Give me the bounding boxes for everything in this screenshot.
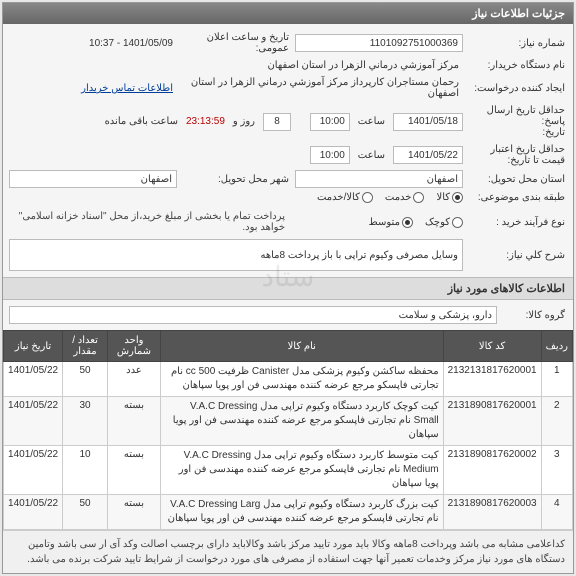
deadline-group: 1401/05/18 ساعت 10:00 [295, 113, 463, 131]
table-cell: عدد [107, 362, 160, 397]
table-header-row: ردیف کد کالا نام کالا واحد شمارش تعداد /… [4, 331, 573, 362]
table-cell: کیت متوسط کاربرد دستگاه وکیوم تراپی مدل … [160, 446, 443, 495]
table-row: 22131890817620001کیت کوچک کاربرد دستگاه … [4, 397, 573, 446]
radio-dot-icon [413, 192, 424, 203]
buyer-contact-link[interactable]: اطلاعات تماس خریدار [81, 83, 177, 94]
col-qty: تعداد / مقدار [63, 331, 108, 362]
table-cell: 1401/05/22 [4, 397, 63, 446]
col-name: نام کالا [160, 331, 443, 362]
table-row: 32131890817620002کیت متوسط کاربرد دستگاه… [4, 446, 573, 495]
buyer-value: مرکز آموزشي درماني الزهرا در استان اصفها… [9, 58, 463, 73]
radio-small[interactable]: کوچک [425, 217, 463, 228]
radio-goods-label: کالا [436, 192, 450, 203]
remaining-days-label: روز و [231, 114, 257, 129]
desc-label: شرح کلي نیاز: [467, 248, 567, 263]
remaining-days: 8 [263, 113, 291, 131]
valid-date: 1401/05/22 [393, 146, 463, 164]
radio-dot-icon [402, 217, 413, 228]
valid-label: حداقل تاریخ اعتبار قیمت تا تاریخ: [467, 142, 567, 168]
deadline-label: حداقل تاریخ ارسال پاسخ: تاریخ: [467, 103, 567, 140]
table-cell: 2131890817620002 [443, 446, 541, 495]
table-cell: 1401/05/22 [4, 362, 63, 397]
requester-label: ایجاد کننده درخواست: [467, 81, 567, 96]
remaining-suffix: ساعت باقی مانده [103, 114, 180, 129]
classification-radios: کالا خدمت کالا/خدمت [9, 192, 463, 203]
process-label: نوع فرآیند خرید : [467, 215, 567, 230]
time-label-2: ساعت [356, 148, 387, 163]
deadline-time: 10:00 [310, 113, 350, 131]
table-cell: بسته [107, 397, 160, 446]
need-details-panel: جزئیات اطلاعات نیاز شماره نیاز: 11010927… [2, 2, 574, 574]
radio-dot-icon [362, 192, 373, 203]
table-cell: 2131890817620001 [443, 397, 541, 446]
table-cell: بسته [107, 446, 160, 495]
goods-table: ردیف کد کالا نام کالا واحد شمارش تعداد /… [3, 330, 573, 530]
city-label: شهر محل تحویل: [181, 172, 291, 187]
remaining-time: 23:13:59 [186, 116, 225, 127]
table-cell: 2 [541, 397, 572, 446]
province-value: اصفهان [295, 170, 463, 188]
table-cell: 4 [541, 495, 572, 530]
classification-label: طبقه بندی موضوعی: [467, 190, 567, 205]
deadline-date: 1401/05/18 [393, 113, 463, 131]
valid-time: 10:00 [310, 146, 350, 164]
table-cell: 30 [63, 397, 108, 446]
radio-medium-label: متوسط [369, 217, 400, 228]
need-no-value: 1101092751000369 [295, 34, 463, 52]
radio-both-label: کالا/خدمت [317, 192, 360, 203]
table-cell: کیت بزرگ کاربرد دستگاه وکیوم تراپی مدل V… [160, 495, 443, 530]
province-label: استان محل تحویل: [467, 172, 567, 187]
remaining-group: 8 روز و 23:13:59 ساعت باقی مانده [9, 113, 291, 131]
table-cell: کیت کوچک کاربرد دستگاه وکیوم تراپی مدل V… [160, 397, 443, 446]
panel-title: جزئیات اطلاعات نیاز [3, 3, 573, 24]
table-cell: 3 [541, 446, 572, 495]
table-cell: 10 [63, 446, 108, 495]
payment-note: پرداخت تمام یا بخشی از مبلغ خرید،از محل … [9, 207, 291, 237]
col-unit: واحد شمارش [107, 331, 160, 362]
requester-value: رحمان مستاجران کارپرداز مرکز آموزشي درما… [181, 75, 463, 101]
table-row: 42131890817620003کیت بزرگ کاربرد دستگاه … [4, 495, 573, 530]
radio-service-label: خدمت [385, 192, 412, 203]
time-label-1: ساعت [356, 114, 387, 129]
col-index: ردیف [541, 331, 572, 362]
radio-dot-icon [452, 192, 463, 203]
buyer-label: نام دستگاه خریدار: [467, 58, 567, 73]
city-value: اصفهان [9, 170, 177, 188]
desc-value: وسایل مصرفی وکیوم تراپی با باز پرداخت 8م… [9, 239, 463, 271]
announce-label: تاریخ و ساعت اعلان عمومی: [181, 30, 291, 56]
goods-section-title: اطلاعات کالاهای مورد نیاز [3, 277, 573, 300]
radio-medium[interactable]: متوسط [369, 217, 413, 228]
valid-group: 1401/05/22 ساعت 10:00 [9, 146, 463, 164]
table-cell: 2131890817620003 [443, 495, 541, 530]
table-cell: 1401/05/22 [4, 495, 63, 530]
table-cell: بسته [107, 495, 160, 530]
group-value: دارو، پزشکی و سلامت [9, 306, 497, 324]
radio-service[interactable]: خدمت [385, 192, 425, 203]
col-date: تاریخ نیاز [4, 331, 63, 362]
need-no-label: شماره نیاز: [467, 36, 567, 51]
table-cell: محفظه ساکشن وکیوم پزشکی مدل Canister ظرف… [160, 362, 443, 397]
announce-value: 1401/05/09 - 10:37 [9, 36, 177, 51]
radio-small-label: کوچک [425, 217, 450, 228]
table-cell: 50 [63, 495, 108, 530]
radio-goods[interactable]: کالا [436, 192, 463, 203]
group-label: گروه کالا: [497, 308, 567, 323]
table-cell: 1 [541, 362, 572, 397]
col-code: کد کالا [443, 331, 541, 362]
group-row: گروه کالا: دارو، پزشکی و سلامت [3, 300, 573, 330]
form-grid: شماره نیاز: 1101092751000369 تاریخ و ساع… [3, 24, 573, 277]
process-radios: کوچک متوسط [295, 217, 463, 228]
table-cell: 2132131817620001 [443, 362, 541, 397]
table-cell: 1401/05/22 [4, 446, 63, 495]
table-cell: 50 [63, 362, 108, 397]
table-row: 12132131817620001محفظه ساکشن وکیوم پزشکی… [4, 362, 573, 397]
footer-note: کداعلامی مشابه می باشد وپرداخت 8ماهه وکا… [3, 530, 573, 573]
radio-both[interactable]: کالا/خدمت [317, 192, 373, 203]
radio-dot-icon [452, 217, 463, 228]
